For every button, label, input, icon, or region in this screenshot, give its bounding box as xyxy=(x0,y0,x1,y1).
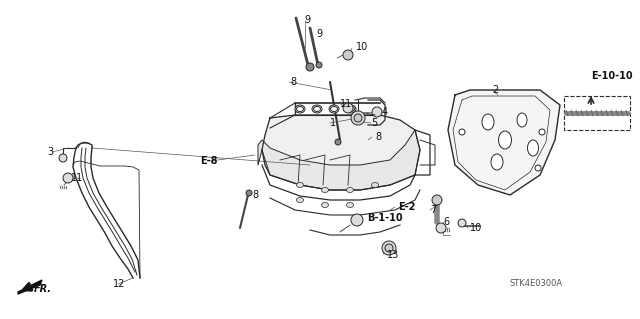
Ellipse shape xyxy=(482,114,494,130)
Ellipse shape xyxy=(312,105,322,113)
Text: 12: 12 xyxy=(113,279,125,289)
Text: 2: 2 xyxy=(492,85,499,95)
Text: 9: 9 xyxy=(316,29,322,39)
Text: E-8: E-8 xyxy=(200,156,218,166)
Circle shape xyxy=(316,62,322,68)
Text: 11: 11 xyxy=(340,99,352,109)
Circle shape xyxy=(306,63,314,71)
Text: 8: 8 xyxy=(375,132,381,142)
Ellipse shape xyxy=(295,105,305,113)
Ellipse shape xyxy=(296,182,303,188)
Circle shape xyxy=(535,165,541,171)
Text: STK4E0300A: STK4E0300A xyxy=(510,278,563,287)
Text: 6: 6 xyxy=(443,217,449,227)
Ellipse shape xyxy=(321,188,328,192)
Ellipse shape xyxy=(346,105,356,113)
Text: 11: 11 xyxy=(71,173,83,183)
Ellipse shape xyxy=(527,140,538,156)
Text: 1: 1 xyxy=(330,118,336,128)
Circle shape xyxy=(354,114,362,122)
Ellipse shape xyxy=(321,203,328,207)
Circle shape xyxy=(432,195,442,205)
Ellipse shape xyxy=(296,107,303,112)
Text: FR.: FR. xyxy=(34,284,52,294)
Polygon shape xyxy=(18,280,42,294)
Ellipse shape xyxy=(296,197,303,203)
Text: 10: 10 xyxy=(470,223,483,233)
Circle shape xyxy=(246,190,252,196)
Text: E-10-10: E-10-10 xyxy=(591,71,632,81)
Ellipse shape xyxy=(371,182,378,188)
Circle shape xyxy=(343,50,353,60)
Text: 7: 7 xyxy=(430,205,436,215)
Text: 13: 13 xyxy=(387,250,399,260)
Text: B-1-10: B-1-10 xyxy=(367,213,403,223)
Circle shape xyxy=(343,103,353,113)
Circle shape xyxy=(351,214,363,226)
Circle shape xyxy=(458,219,466,227)
Polygon shape xyxy=(448,90,560,195)
Text: 3: 3 xyxy=(47,147,53,157)
Polygon shape xyxy=(262,115,420,190)
Circle shape xyxy=(385,244,393,252)
Ellipse shape xyxy=(348,107,355,112)
Text: E-2: E-2 xyxy=(398,202,415,212)
Circle shape xyxy=(382,241,396,255)
Circle shape xyxy=(459,129,465,135)
Circle shape xyxy=(59,154,67,162)
Text: 4: 4 xyxy=(382,107,388,117)
Circle shape xyxy=(372,107,382,117)
Circle shape xyxy=(351,111,365,125)
Ellipse shape xyxy=(491,154,503,170)
Circle shape xyxy=(539,129,545,135)
Ellipse shape xyxy=(314,107,321,112)
Ellipse shape xyxy=(517,113,527,127)
Circle shape xyxy=(436,223,446,233)
Ellipse shape xyxy=(329,105,339,113)
Text: 5: 5 xyxy=(371,118,377,128)
Circle shape xyxy=(335,139,341,145)
Ellipse shape xyxy=(330,107,337,112)
Ellipse shape xyxy=(499,131,511,149)
Ellipse shape xyxy=(346,188,353,192)
Text: 8: 8 xyxy=(290,77,296,87)
Text: 9: 9 xyxy=(304,15,310,25)
Ellipse shape xyxy=(346,203,353,207)
Text: 10: 10 xyxy=(356,42,368,52)
Text: 8: 8 xyxy=(252,190,258,200)
Circle shape xyxy=(63,173,73,183)
Polygon shape xyxy=(258,130,420,190)
